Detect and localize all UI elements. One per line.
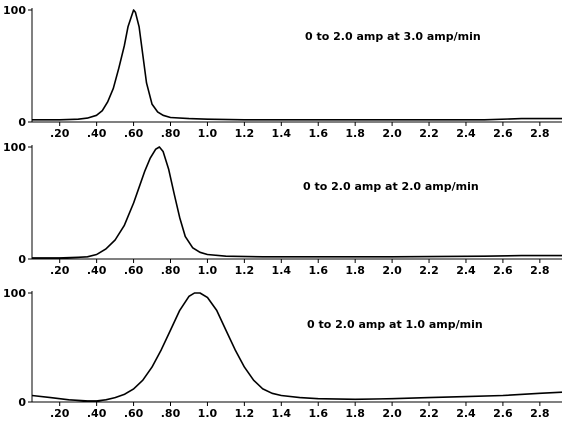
x-tick-label: 2.0 — [382, 407, 402, 420]
x-tick-label: .40 — [87, 407, 107, 420]
chart-panel-3: .20 .40 .60 .80 1.0 1.2 1.4 1.6 1.8 2.0 2.2 2.4 2.6 2… — [3, 287, 563, 420]
x-tick-label: .60 — [124, 127, 144, 140]
x-tick-label: 2.6 — [493, 407, 513, 420]
x-tick-label: 1.4 — [272, 407, 292, 420]
y-tick-label: 100 — [3, 4, 26, 17]
x-tick-label: 2.0 — [382, 264, 402, 277]
x-tick-label: 1.6 — [308, 407, 328, 420]
x-tick-label: .20 — [50, 407, 70, 420]
x-tick-label: 1.4 — [272, 264, 292, 277]
x-tick-label: 2.8 — [530, 264, 550, 277]
x-tick-label: 2.8 — [530, 407, 550, 420]
x-tick-label: 2.6 — [493, 127, 513, 140]
x-tick-label: .40 — [87, 264, 107, 277]
x-tick-label: 1.2 — [235, 127, 255, 140]
x-tick-label: 1.0 — [198, 407, 218, 420]
y-tick-label: 100 — [3, 141, 26, 154]
x-tick-label: 2.2 — [419, 407, 439, 420]
x-tick-label: 1.0 — [198, 127, 218, 140]
x-tick-label: 2.8 — [530, 127, 550, 140]
x-tick-label: 1.8 — [345, 407, 365, 420]
chart-annotation: 0 to 2.0 amp at 1.0 amp/min — [307, 318, 483, 331]
series-line — [32, 9, 562, 121]
x-tick-label: .20 — [50, 127, 70, 140]
chart-annotation: 0 to 2.0 amp at 3.0 amp/min — [305, 30, 481, 43]
x-tick-label: 1.0 — [198, 264, 218, 277]
x-tick-label: 2.0 — [382, 127, 402, 140]
chart-annotation: 0 to 2.0 amp at 2.0 amp/min — [303, 180, 479, 193]
x-tick-label: 2.4 — [456, 264, 476, 277]
x-tick-label: 1.6 — [308, 127, 328, 140]
x-tick-label: 2.2 — [419, 127, 439, 140]
series-line — [32, 146, 562, 259]
series-line — [31, 292, 563, 402]
y-tick-label: 0 — [18, 396, 26, 409]
x-tick-label: .40 — [87, 127, 107, 140]
chart-panel-2: .20 .40 .60 .80 1.0 1.2 1.4 1.6 1.8 2.0 2.2 2.4 2.6 2… — [3, 141, 562, 277]
x-tick-label: .80 — [161, 407, 181, 420]
x-tick-label: 1.4 — [272, 127, 292, 140]
x-tick-label: 2.4 — [456, 127, 476, 140]
x-tick-label: 1.8 — [345, 264, 365, 277]
y-tick-label: 0 — [18, 116, 26, 129]
x-tick-label: 1.6 — [308, 264, 328, 277]
x-tick-label: .80 — [161, 264, 181, 277]
x-tick-label: 1.2 — [235, 264, 255, 277]
x-tick-label: .80 — [161, 127, 181, 140]
x-tick-label: 2.4 — [456, 407, 476, 420]
x-tick-label: 1.8 — [345, 127, 365, 140]
x-tick-label: 2.6 — [493, 264, 513, 277]
x-tick-label: 2.2 — [419, 264, 439, 277]
x-tick-label: .20 — [50, 264, 70, 277]
x-tick-label: .60 — [124, 264, 144, 277]
chart-panel-1: .20 .40 .60 .80 1.0 1.2 1.4 1.6 1.8 2.0 2.2 2.4 2.6 2… — [3, 4, 562, 140]
x-tick-label: .60 — [124, 407, 144, 420]
y-tick-label: 0 — [18, 253, 26, 266]
y-tick-label: 100 — [3, 287, 26, 300]
x-tick-label: 1.2 — [235, 407, 255, 420]
